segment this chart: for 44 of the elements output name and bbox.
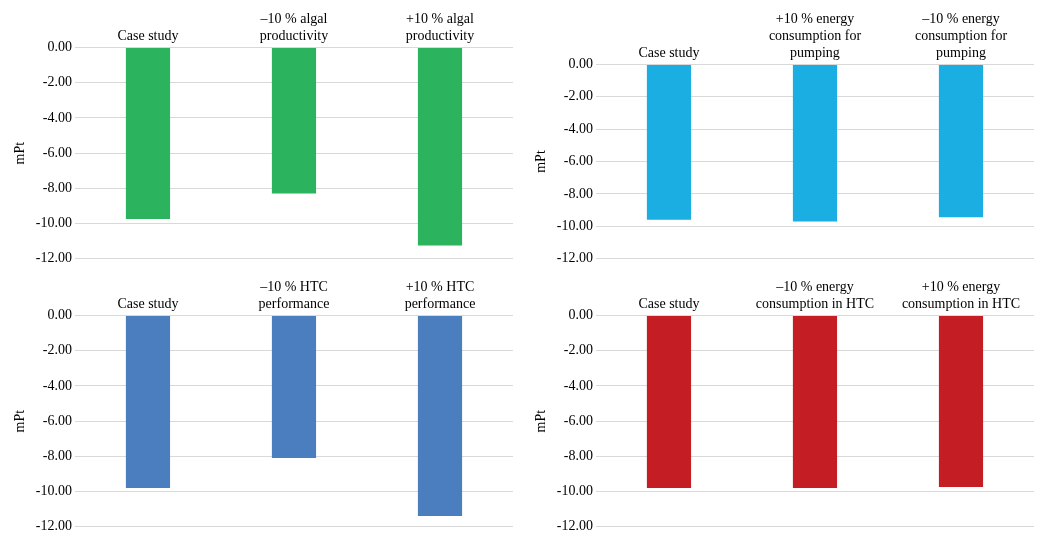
x-tick-label: Case study (638, 295, 700, 311)
y-tick-label: 0.00 (568, 56, 593, 72)
x-tick-label: +10 % HTC performance (404, 279, 476, 311)
y-tick-label: -4.00 (42, 109, 72, 125)
x-tick-label: +10 % energy consumption in HTC (901, 279, 1021, 311)
y-tick-label: 0.00 (568, 307, 593, 323)
y-tick-label: -2.00 (563, 88, 593, 104)
y-tick-label: -12.00 (35, 518, 72, 534)
y-tick-label: -12.00 (556, 518, 593, 534)
y-axis-title: mPt (12, 409, 28, 433)
y-axis-title: mPt (533, 409, 549, 433)
y-tick-label: -2.00 (42, 74, 72, 90)
y-tick-label: -6.00 (42, 412, 72, 428)
y-tick-label: -8.00 (563, 447, 593, 463)
y-axis-title: mPt (12, 141, 28, 165)
x-tick-label: Case study (117, 27, 179, 43)
x-tick-label: +10 % energy consumption for pumping (768, 11, 862, 60)
y-tick-label: -4.00 (42, 377, 72, 393)
x-tick-label: –10 % energy consumption in HTC (755, 279, 875, 311)
y-tick-label: -2.00 (42, 342, 72, 358)
y-tick-label: -10.00 (35, 483, 72, 499)
y-axis-title: mPt (533, 150, 549, 173)
y-tick-label: -4.00 (563, 120, 593, 136)
y-tick-label: -6.00 (563, 153, 593, 169)
y-tick-label: -12.00 (35, 250, 72, 266)
x-tick-label: +10 % algal productivity (405, 11, 475, 43)
y-tick-label: -2.00 (563, 342, 593, 358)
y-tick-label: -8.00 (42, 447, 72, 463)
x-tick-label: Case study (638, 44, 700, 60)
y-tick-label: -10.00 (556, 217, 593, 233)
y-tick-label: -8.00 (563, 185, 593, 201)
x-tick-label: –10 % HTC performance (258, 279, 330, 311)
y-tick-label: -10.00 (35, 215, 72, 231)
y-tick-label: -10.00 (556, 483, 593, 499)
x-tick-label: –10 % energy consumption for pumping (914, 11, 1008, 60)
y-tick-label: -8.00 (42, 179, 72, 195)
y-tick-label: 0.00 (47, 39, 72, 55)
x-tick-label: Case study (117, 295, 179, 311)
x-tick-label: –10 % algal productivity (259, 11, 329, 43)
y-tick-label: -6.00 (563, 412, 593, 428)
y-tick-label: -4.00 (563, 377, 593, 393)
y-tick-label: -12.00 (556, 250, 593, 266)
y-tick-label: -6.00 (42, 144, 72, 160)
y-tick-label: 0.00 (47, 307, 72, 323)
